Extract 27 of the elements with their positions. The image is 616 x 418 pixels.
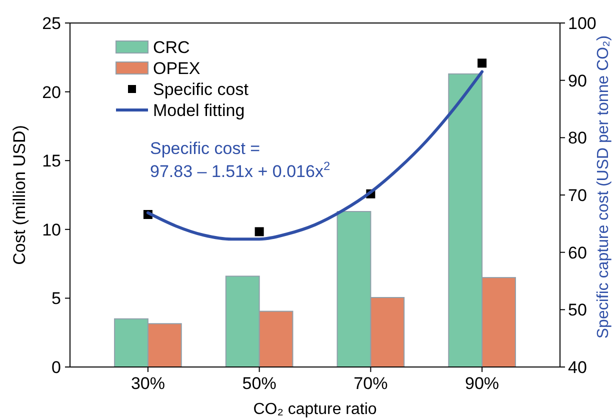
y2-tick-label: 40 <box>568 358 587 377</box>
y2-tick-label: 100 <box>568 14 596 33</box>
y-axis-title: Cost (million USD) <box>10 125 29 265</box>
y2-tick-label: 80 <box>568 128 587 148</box>
y-tick-label: 10 <box>42 220 61 240</box>
x-tick-label: 70% <box>354 374 388 393</box>
point <box>254 227 264 236</box>
legend-label: CRC <box>153 38 190 57</box>
y-tick-label: 5 <box>52 289 61 308</box>
legend-label: Model fitting <box>153 100 245 120</box>
legend-label: Specific cost <box>153 80 249 99</box>
x-tick-label: 50% <box>242 374 276 393</box>
y2-axis-title: Specific capture cost (USD per tonne CO₂) <box>595 35 612 339</box>
y-tick-label: 0 <box>52 358 61 377</box>
y2-tick-label: 90 <box>568 71 587 90</box>
y-tick-label: 15 <box>42 152 61 171</box>
y2-tick-label: 60 <box>568 243 587 262</box>
x-tick-label: 90% <box>465 374 500 393</box>
point <box>478 58 487 68</box>
x-tick-label: 30% <box>130 374 165 393</box>
y2-tick-label: 50 <box>568 300 587 320</box>
x-axis-title: CO₂ capture ratio <box>253 401 377 418</box>
y-tick-label: 20 <box>42 82 61 102</box>
y-tick-label: 25 <box>42 14 61 33</box>
y2-tick-label: 70 <box>568 186 587 205</box>
legend-label: OPEX <box>153 58 200 78</box>
annotation: Specific cost = 97.83 – 1.51x + 0.016x$^{2}$ <box>150 139 330 181</box>
